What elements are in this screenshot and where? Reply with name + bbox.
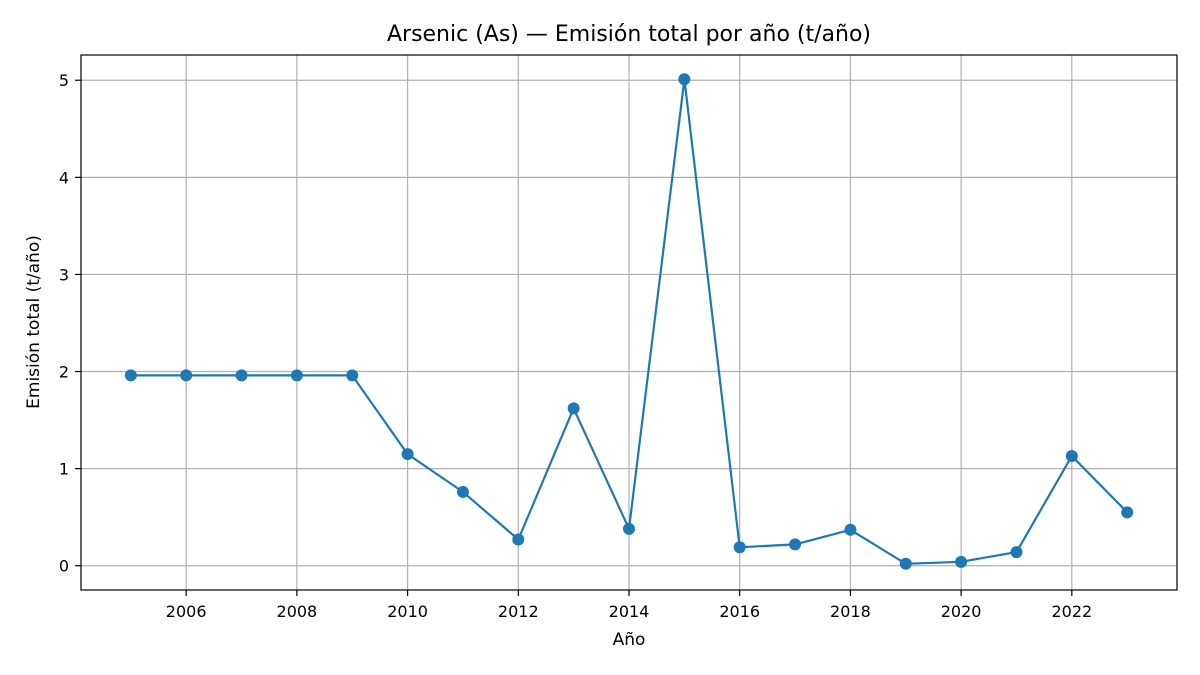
x-axis-label: Año bbox=[613, 630, 646, 650]
data-point-2015 bbox=[678, 73, 691, 86]
series-layer bbox=[124, 73, 1134, 570]
y-tick-label: 5 bbox=[59, 71, 69, 90]
x-tick-label: 2022 bbox=[1051, 602, 1092, 621]
x-tick-label: 2006 bbox=[166, 602, 207, 621]
data-point-2006 bbox=[180, 369, 193, 382]
data-point-2013 bbox=[567, 402, 580, 415]
x-tick-label: 2012 bbox=[498, 602, 539, 621]
x-tick-label: 2020 bbox=[941, 602, 982, 621]
data-point-2022 bbox=[1065, 450, 1078, 463]
data-point-2021 bbox=[1010, 546, 1023, 559]
data-point-2019 bbox=[899, 557, 912, 570]
data-point-2008 bbox=[290, 369, 303, 382]
tick-layer: 2006 2008 2010 2012 2014 2016 2018 2020 2022 0 1 2 3… bbox=[59, 71, 1092, 621]
x-tick-label: 2018 bbox=[830, 602, 871, 621]
y-tick-label: 4 bbox=[59, 168, 69, 187]
grid-lines bbox=[81, 55, 1177, 590]
data-point-2014 bbox=[623, 522, 635, 535]
y-tick-label: 2 bbox=[59, 363, 69, 382]
x-tick-label: 2016 bbox=[719, 602, 760, 621]
x-tick-label: 2008 bbox=[277, 602, 318, 621]
chart-title: Arsenic (As) — Emisión total por año (t/… bbox=[387, 22, 871, 47]
data-point-2011 bbox=[456, 485, 469, 498]
data-point-2009 bbox=[346, 369, 359, 382]
data-point-2012 bbox=[512, 533, 525, 546]
y-axis-label: Emisión total (t/año) bbox=[24, 235, 44, 409]
data-point-2017 bbox=[789, 538, 802, 551]
y-tick-label: 1 bbox=[59, 460, 69, 479]
y-tick-label: 0 bbox=[59, 557, 69, 576]
data-point-2023 bbox=[1121, 506, 1134, 519]
y-tick-label: 3 bbox=[59, 265, 69, 284]
data-point-2005 bbox=[124, 369, 137, 382]
x-tick-label: 2010 bbox=[387, 602, 428, 621]
data-point-2018 bbox=[844, 523, 857, 536]
data-point-2020 bbox=[955, 555, 968, 568]
x-tick-label: 2014 bbox=[609, 602, 650, 621]
data-point-2010 bbox=[401, 448, 414, 461]
data-point-2007 bbox=[235, 369, 248, 382]
data-point-2016 bbox=[733, 541, 746, 554]
